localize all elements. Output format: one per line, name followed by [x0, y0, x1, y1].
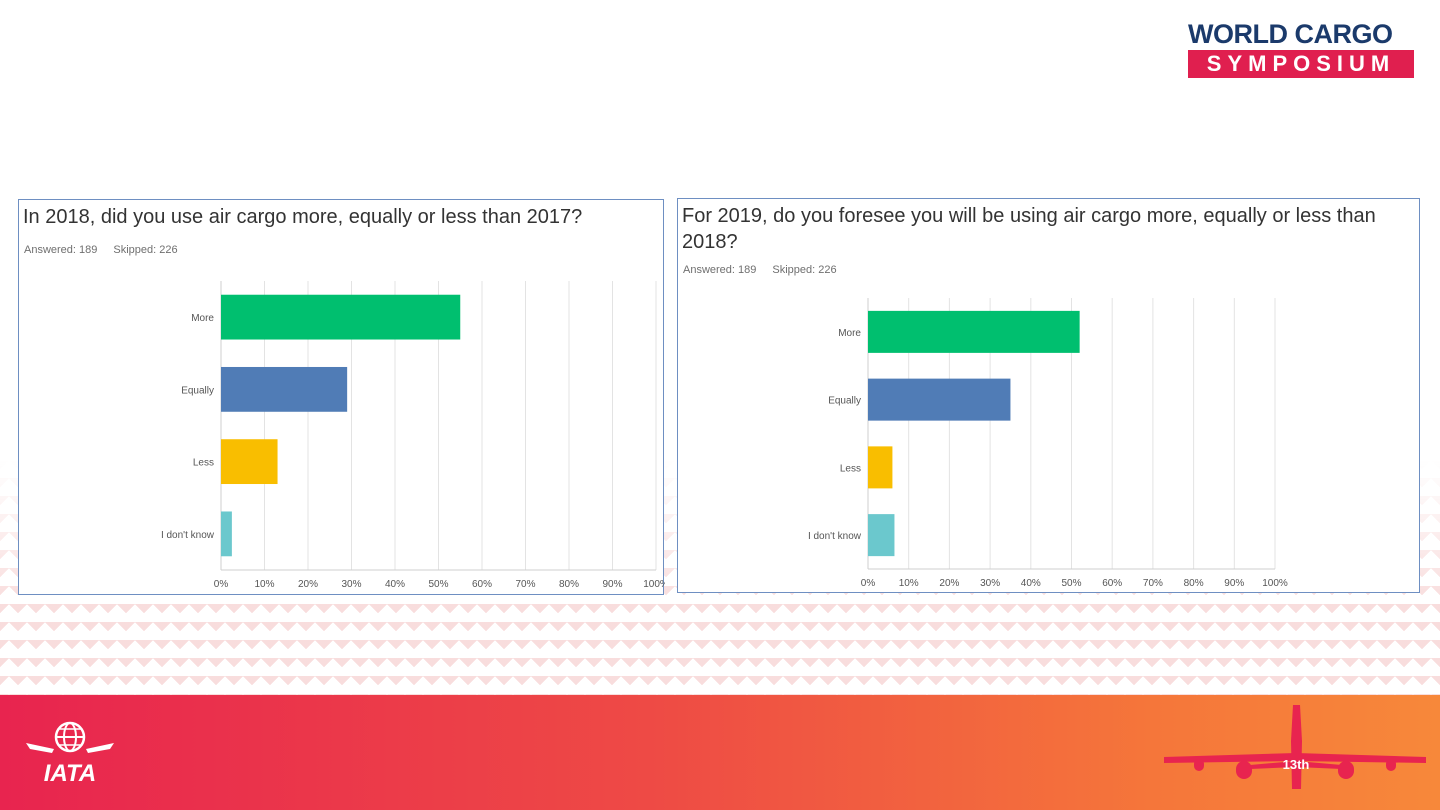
x-tick-label: 60%	[1102, 578, 1122, 589]
bar-more	[221, 294, 461, 340]
iata-logo-text: IATA	[44, 760, 96, 787]
skipped-count: Skipped: 226	[772, 264, 837, 276]
x-tick-label: 60%	[472, 579, 492, 590]
category-label: More	[838, 328, 861, 339]
category-label: I don't know	[161, 530, 215, 541]
survey-panel-2019: For 2019, do you foresee you will be usi…	[677, 198, 1420, 593]
answered-count: Answered: 189	[683, 264, 757, 276]
x-tick-label: 10%	[254, 579, 274, 590]
category-label: Less	[840, 463, 861, 474]
x-tick-label: 30%	[341, 579, 361, 590]
bar-more	[868, 310, 1080, 353]
survey-panel-2018: In 2018, did you use air cargo more, equ…	[18, 199, 665, 595]
x-tick-label: 90%	[1224, 578, 1244, 589]
bar-equally	[868, 378, 1011, 421]
x-tick-label: 100%	[643, 579, 665, 590]
bar-chart-2019: 0% 10% 20% 30% 40% 50% 60% 70% 80% 90% 100% More Equ…	[808, 298, 1288, 589]
brand-line-1: WORLD CARGO	[1188, 19, 1393, 49]
iata-logo: IATA	[26, 721, 114, 787]
response-counts: Answered: 189 Skipped: 226	[24, 244, 178, 256]
footer-band: IATA 13th	[0, 695, 1440, 810]
x-tick-label: 80%	[559, 579, 579, 590]
airplane-graphic: 13th	[1164, 705, 1426, 789]
x-tick-label: 100%	[1262, 578, 1288, 589]
category-label: I don't know	[808, 531, 862, 542]
x-tick-label: 0%	[214, 579, 229, 590]
bar-i-don-t-know	[221, 511, 232, 557]
x-tick-label: 70%	[515, 579, 535, 590]
x-tick-label: 0%	[861, 578, 876, 589]
world-cargo-symposium-logo: WORLD CARGO SYMPOSIUM	[1188, 20, 1414, 78]
question-title: In 2018, did you use air cargo more, equ…	[23, 206, 583, 228]
x-tick-label: 10%	[899, 578, 919, 589]
bar-less	[221, 439, 278, 485]
x-tick-label: 90%	[602, 579, 622, 590]
x-tick-label: 70%	[1143, 578, 1163, 589]
brand-line-2: SYMPOSIUM	[1188, 50, 1414, 78]
category-label: Less	[193, 458, 214, 469]
response-counts: Answered: 189 Skipped: 226	[683, 264, 837, 276]
x-tick-label: 50%	[1061, 578, 1081, 589]
category-label: Equally	[828, 396, 861, 407]
x-tick-label: 80%	[1184, 578, 1204, 589]
x-tick-label: 40%	[1021, 578, 1041, 589]
bar-equally	[221, 366, 348, 412]
x-tick-label: 20%	[939, 578, 959, 589]
x-tick-label: 50%	[428, 579, 448, 590]
edition-badge: 13th	[1283, 757, 1310, 772]
bar-i-don-t-know	[868, 514, 895, 557]
skipped-count: Skipped: 226	[113, 244, 178, 256]
category-label: Equally	[181, 385, 214, 396]
answered-count: Answered: 189	[24, 244, 98, 256]
question-title: For 2019, do you foresee you will be usi…	[682, 205, 1376, 253]
x-tick-label: 20%	[298, 579, 318, 590]
bar-chart-2018: 0% 10% 20% 30% 40% 50% 60% 70% 80% 90% 100% More Equ…	[161, 281, 665, 590]
bar-less	[868, 446, 893, 489]
category-label: More	[191, 313, 214, 324]
x-tick-label: 30%	[980, 578, 1000, 589]
x-tick-label: 40%	[385, 579, 405, 590]
